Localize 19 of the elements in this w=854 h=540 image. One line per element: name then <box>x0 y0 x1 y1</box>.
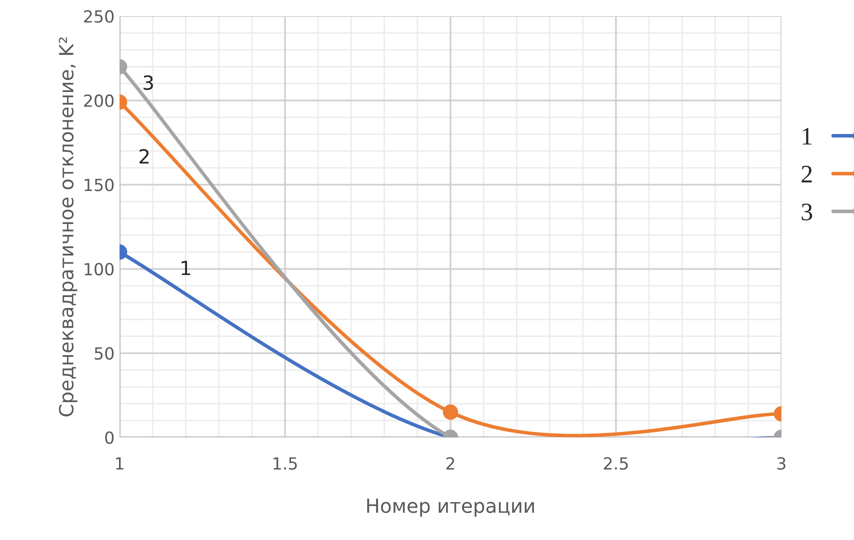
x-tick-label: 1 <box>116 457 124 470</box>
y-tick-label: 250 <box>84 10 114 23</box>
x-tick-label: 3 <box>777 457 786 470</box>
y-tick-label: 200 <box>84 94 114 108</box>
x-tick-label: 2.5 <box>604 457 628 470</box>
y-tick-label: 50 <box>94 347 114 360</box>
y-tick-label: 0 <box>105 431 114 444</box>
legend-label: 3 <box>802 204 812 220</box>
legend-label: 1 <box>802 128 812 145</box>
legend-label: 2 <box>802 166 812 182</box>
y-tick-label: 100 <box>84 262 114 276</box>
annotation: 3 <box>144 75 153 90</box>
x-axis-title: Номер итерации <box>367 498 534 517</box>
x-tick-label: 2 <box>446 457 454 470</box>
x-tick-label: 1.5 <box>274 457 297 470</box>
annotation: 2 <box>140 149 149 164</box>
y-tick-label: 150 <box>84 178 114 192</box>
y-axis-title: Среднеквадратичное отклонение, K² <box>58 37 78 416</box>
annotation: 1 <box>182 260 190 276</box>
